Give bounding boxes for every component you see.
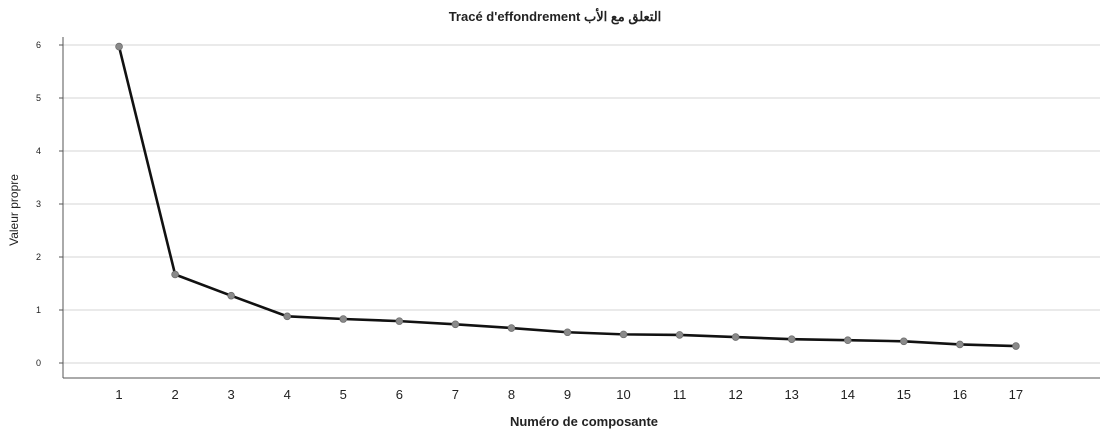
data-point-9 — [563, 328, 572, 337]
x-tick-label-4: 4 — [284, 387, 291, 402]
data-point-16 — [956, 340, 964, 349]
y-tick-label-2: 2 — [36, 252, 41, 262]
x-tick-labels: 1 2 3 4 5 6 7 8 9 10 11 12 13 14 15 16 17 — [115, 387, 1023, 402]
data-point-2 — [171, 270, 179, 279]
y-tick-label-1: 1 — [36, 305, 41, 315]
data-point-6 — [395, 317, 404, 325]
y-tick-label-5: 5 — [36, 93, 41, 103]
data-point-8 — [507, 324, 516, 332]
y-tick-labels: 0 1 2 3 4 5 6 — [36, 40, 41, 368]
x-tick-label-7: 7 — [452, 387, 459, 402]
x-tick-label-13: 13 — [784, 387, 798, 402]
x-tick-label-9: 9 — [564, 387, 571, 402]
x-tick-label-14: 14 — [841, 387, 855, 402]
x-tick-label-6: 6 — [396, 387, 403, 402]
data-point-11 — [675, 331, 684, 339]
data-point-1 — [115, 42, 123, 51]
x-tick-label-11: 11 — [673, 387, 687, 402]
x-tick-label-12: 12 — [728, 387, 742, 402]
data-point-4 — [283, 312, 292, 321]
x-tick-label-17: 17 — [1009, 387, 1023, 402]
data-point-5 — [339, 315, 348, 323]
x-axis-label: Numéro de composante — [510, 414, 658, 429]
data-point-17 — [1012, 342, 1020, 350]
data-point-12 — [731, 333, 740, 341]
x-tick-label-16: 16 — [953, 387, 967, 402]
data-point-13 — [787, 335, 796, 343]
series-line-0 — [117, 46, 1016, 348]
x-tick-label-5: 5 — [340, 387, 347, 402]
data-point-10 — [619, 330, 628, 339]
y-tick-label-0: 0 — [36, 358, 41, 368]
x-tick-label-10: 10 — [616, 387, 630, 402]
y-tick-label-3: 3 — [36, 199, 41, 209]
x-tick-label-8: 8 — [508, 387, 515, 402]
grid-lines — [63, 44, 1100, 364]
data-point-15 — [900, 337, 908, 346]
y-axis-label: Valeur propre — [7, 174, 21, 246]
x-tick-label-1: 1 — [115, 387, 122, 402]
series-line-layer — [117, 46, 1016, 348]
data-points — [115, 42, 1020, 350]
y-tick-label-4: 4 — [36, 146, 41, 156]
data-point-7 — [451, 320, 460, 329]
x-tick-label-15: 15 — [897, 387, 911, 402]
y-tick-label-6: 6 — [36, 40, 41, 50]
x-tick-label-3: 3 — [228, 387, 235, 402]
x-tick-label-2: 2 — [171, 387, 178, 402]
data-point-14 — [843, 336, 852, 345]
chart-title: Tracé d'effondrement التعلق مع الأب — [449, 8, 662, 25]
data-point-3 — [227, 291, 235, 300]
axes — [59, 37, 1100, 379]
